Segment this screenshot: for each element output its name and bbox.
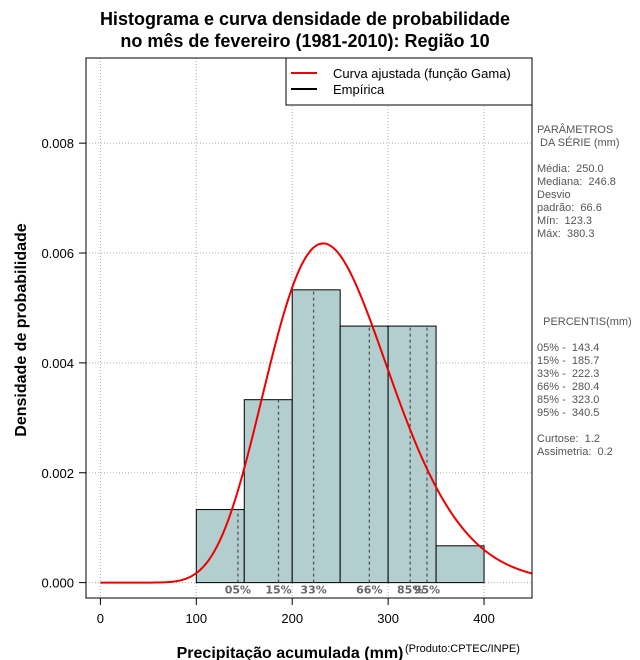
- x-tick-label: 400: [473, 611, 495, 626]
- product-credit: (Produto:CPTEC/INPE): [405, 643, 520, 655]
- parameter-line: Máx: 380.3: [537, 228, 595, 240]
- percentile-line-text: 15% - 185.7: [537, 355, 600, 367]
- x-tick-label: 100: [185, 611, 207, 626]
- percentile-line-text: Assimetria: 0.2: [537, 446, 613, 458]
- percentile-line-text: [537, 420, 640, 433]
- parameter-line: PARÂMETROS: [537, 124, 614, 136]
- x-axis-title: Precipitação acumulada (mm): [177, 645, 404, 660]
- y-axis: 0.000 0.002 0.004 0.006 0.008: [41, 136, 86, 591]
- y-tick-label: 0.000: [41, 576, 74, 591]
- percentile-label: 66%: [356, 584, 382, 597]
- percentile-lines: 05% 15% 33% 66% 85%95%: [225, 289, 440, 597]
- y-tick-label: 0.006: [41, 246, 74, 261]
- percentile-label: 85%: [397, 584, 423, 597]
- percentile-line-text: [537, 329, 640, 342]
- legend-box: [285, 57, 533, 106]
- histogram-bar: [243, 399, 293, 584]
- histogram-bar: [435, 545, 485, 584]
- percentile-line-text: 85% - 323.0: [537, 394, 600, 406]
- x-tick-label: 300: [377, 611, 399, 626]
- y-tick-label: 0.008: [41, 136, 74, 151]
- percentile-label: 33%: [300, 584, 326, 597]
- histogram-bar: [387, 325, 437, 584]
- percentiles-panel: PERCENTIS(mm) 05% - 143.4 15% - 185.7 33% …: [537, 316, 640, 459]
- percentile-line-text: PERCENTIS(mm): [537, 316, 632, 328]
- parameter-line: Mín: 123.3: [537, 215, 593, 227]
- chart-title-line2: no mês de fevereiro (1981-2010): Região …: [120, 31, 489, 51]
- legend-label-curve: Curva ajustada (função Gama): [333, 66, 511, 81]
- percentile-line-text: 33% - 222.3: [537, 368, 600, 380]
- parameter-line: padrão: 66.6: [537, 202, 602, 214]
- series-parameters-panel: PARÂMETROS DA SÉRIE (mm) Média: 250.0 Med…: [537, 124, 640, 241]
- percentile-label: 05%: [225, 584, 251, 597]
- parameter-line: [537, 150, 640, 163]
- percentile-line-text: 05% - 143.4: [537, 342, 600, 354]
- parameter-line: DA SÉRIE (mm): [537, 137, 620, 149]
- parameter-line: Média: 250.0: [537, 163, 604, 175]
- parameter-line: Desvio: [537, 189, 571, 201]
- legend-label-empirical: Empírica: [333, 82, 385, 97]
- legend: Curva ajustada (função Gama) Empírica: [285, 57, 533, 106]
- parameter-line: Mediana: 246.8: [537, 176, 616, 188]
- percentile-line-text: 95% - 340.5: [537, 407, 600, 419]
- percentile-label: 95%: [414, 584, 440, 597]
- x-tick-label: 200: [281, 611, 303, 626]
- histogram-bar: [339, 325, 389, 584]
- y-axis-title: Densidade de probabilidade: [13, 223, 30, 436]
- histogram-bar: [291, 289, 341, 584]
- y-tick-label: 0.002: [41, 466, 74, 481]
- gamma-curve: [100, 242, 533, 584]
- percentile-line-text: Curtose: 1.2: [537, 433, 600, 445]
- histogram-bar: [195, 509, 245, 584]
- x-axis: 0 100 200 300 400: [97, 597, 495, 626]
- percentile-line-text: 66% - 280.4: [537, 381, 600, 393]
- y-tick-label: 0.004: [41, 356, 74, 371]
- percentile-label: 15%: [265, 584, 291, 597]
- x-tick-label: 0: [97, 611, 104, 626]
- histogram-bars: [195, 289, 485, 584]
- chart-title-line1: Histograma e curva densidade de probabil…: [100, 9, 510, 29]
